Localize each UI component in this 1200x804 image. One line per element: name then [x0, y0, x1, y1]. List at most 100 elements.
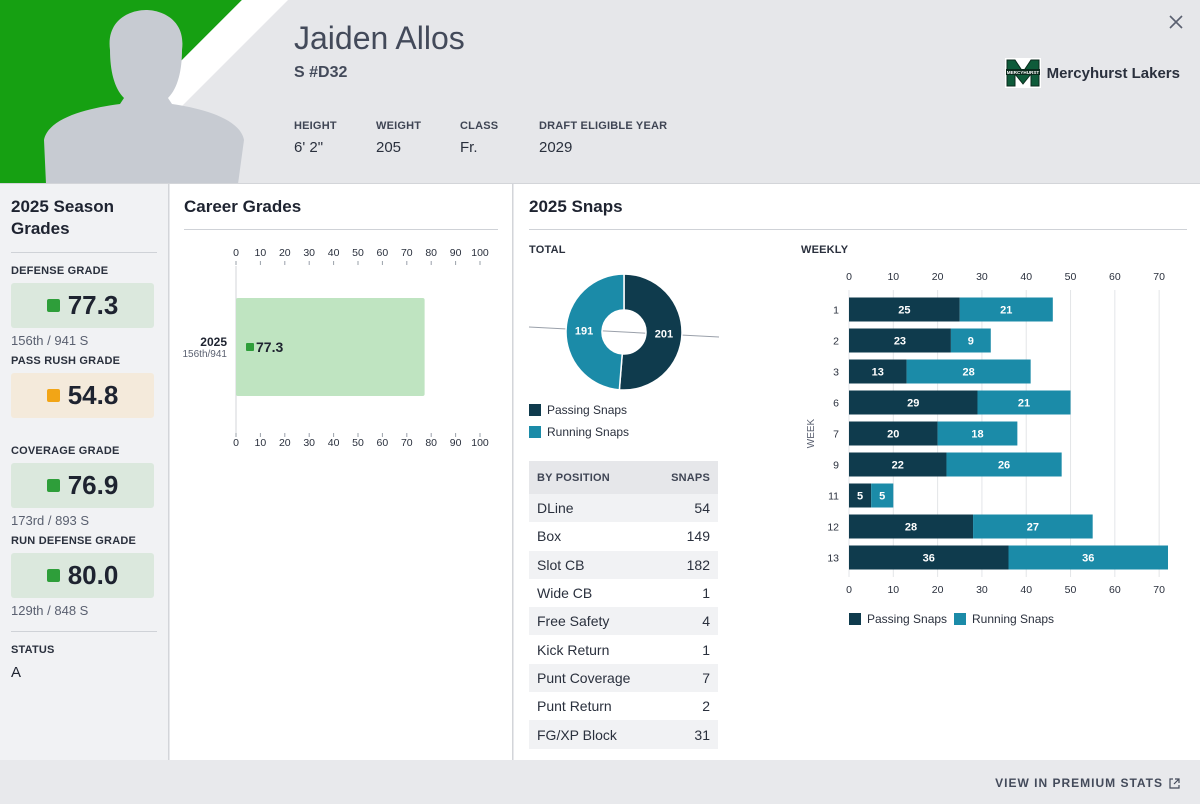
x-tick-label-bottom: 60	[377, 437, 389, 449]
legend-passing: Passing Snaps	[529, 403, 627, 417]
x-tick-label-bottom: 80	[425, 437, 437, 449]
week-label: 9	[833, 460, 839, 472]
attr-value: 205	[376, 139, 402, 156]
bar-passing	[849, 390, 978, 415]
bar-running	[937, 421, 1018, 446]
passing-swatch-icon	[529, 404, 541, 416]
bar-value-label: 18	[971, 429, 983, 441]
x-tick-label-bottom: 50	[352, 437, 364, 449]
snaps-header: SNAPS	[654, 461, 718, 494]
table-header-row: BY POSITION SNAPS	[529, 461, 718, 494]
x-tick-label-bottom: 70	[401, 437, 413, 449]
coverage-grade-box: 76.9	[11, 463, 154, 508]
position-name: Punt Return	[537, 698, 612, 715]
x-tick-label-top: 30	[303, 247, 315, 259]
attr-weight: WEIGHT 205	[376, 120, 421, 156]
x-tick-label-bottom: 10	[255, 437, 267, 449]
donut-slice-passing	[618, 273, 683, 391]
bar-value-label: 20	[887, 429, 899, 441]
week-label: 13	[827, 553, 839, 565]
attr-label: DRAFT ELIGIBLE YEAR	[539, 120, 668, 132]
bar-running	[977, 390, 1071, 415]
external-link-icon	[1169, 777, 1180, 789]
player-header: Jaiden Allos S #D32 HEIGHT 6' 2" WEIGHT …	[0, 0, 1200, 184]
table-row: Wide CB 1	[529, 579, 718, 607]
bar-value-label: 21	[1018, 398, 1030, 410]
bar-value-label: 5	[857, 491, 863, 503]
career-rank-label: 156th/941	[183, 349, 228, 360]
team-info[interactable]: MERCYHURST Mercyhurst Lakers	[1004, 58, 1180, 88]
bar-running	[906, 359, 1031, 384]
position-name: DLine	[529, 494, 655, 523]
career-grade-bar	[236, 298, 425, 396]
position-snaps: 54	[654, 494, 718, 523]
table-row: Kick Return 1	[529, 635, 718, 663]
position-snaps: 149	[686, 528, 710, 545]
bar-value-label: 26	[998, 460, 1010, 472]
x-tick-label-bottom: 20	[932, 584, 944, 596]
x-tick-label-top: 70	[1153, 271, 1165, 283]
position-snaps: 1	[702, 585, 710, 602]
x-tick-label-top: 10	[255, 247, 267, 259]
bar-passing	[849, 545, 1009, 570]
table-row: FG/XP Block 31	[529, 720, 718, 749]
week-label: 12	[827, 522, 839, 534]
position-snaps: 7	[654, 663, 718, 693]
table-row: Slot CB 182	[529, 550, 718, 579]
defense-grade-label: DEFENSE GRADE	[11, 265, 109, 277]
attr-value: Fr.	[460, 139, 478, 156]
bar-passing	[849, 483, 872, 508]
x-tick-label-bottom: 0	[233, 437, 239, 449]
coverage-grade-value: 76.9	[67, 470, 119, 500]
pass-rush-grade-rank	[11, 423, 157, 439]
weekly-legend-passing-label: Passing Snaps	[867, 612, 948, 626]
week-axis-label: WEEK	[806, 418, 817, 448]
defense-grade-value: 77.3	[67, 290, 119, 320]
x-tick-label-bottom: 0	[846, 584, 852, 596]
bar-passing	[849, 328, 951, 353]
legend-running-label: Running Snaps	[547, 425, 630, 439]
view-premium-stats-label: VIEW IN PREMIUM STATS	[995, 776, 1163, 790]
attr-label: WEIGHT	[376, 120, 422, 132]
bar-value-label: 22	[892, 460, 904, 472]
run-defense-grade-rank: 129th / 848 S	[11, 603, 89, 618]
weekly-label: WEEKLY	[801, 244, 849, 256]
x-tick-label-top: 20	[279, 247, 291, 259]
attr-label: HEIGHT	[294, 120, 337, 132]
week-label: 2	[833, 336, 839, 348]
player-headshot-placeholder	[0, 0, 288, 183]
team-logo-icon: MERCYHURST	[1004, 58, 1041, 88]
bar-value-label: 27	[1027, 522, 1039, 534]
attr-label: CLASS	[460, 120, 499, 132]
career-grades-title: Career Grades	[184, 197, 302, 216]
attr-value: 2029	[539, 139, 573, 156]
snaps-panel: 2025 Snaps TOTAL 201 191 Passing Snaps Ru…	[514, 184, 1200, 760]
career-grade-value-label: 77.3	[256, 339, 283, 355]
bar-value-label: 25	[898, 305, 910, 317]
grade-indicator-icon	[46, 569, 60, 582]
x-tick-label-top: 50	[352, 247, 364, 259]
x-tick-label-top: 90	[450, 247, 462, 259]
running-swatch-icon	[954, 613, 966, 625]
x-tick-label-top: 40	[1020, 271, 1032, 283]
view-premium-stats-link[interactable]: VIEW IN PREMIUM STATS	[995, 776, 1180, 790]
total-snaps-donut-chart: 201 191	[528, 273, 720, 391]
x-tick-label-bottom: 30	[303, 437, 315, 449]
grade-indicator-icon	[46, 479, 60, 492]
position-name: Wide CB	[537, 585, 593, 602]
x-tick-label-top: 0	[846, 271, 852, 283]
x-tick-label-top: 10	[887, 271, 899, 283]
x-tick-label-bottom: 30	[976, 584, 988, 596]
bar-value-label: 36	[923, 553, 935, 565]
x-tick-label-bottom: 40	[328, 437, 340, 449]
x-tick-label-top: 30	[976, 271, 988, 283]
running-swatch-icon	[529, 426, 541, 438]
x-tick-label-top: 50	[1065, 271, 1077, 283]
bar-value-label: 23	[894, 336, 906, 348]
x-tick-label-bottom: 40	[1020, 584, 1032, 596]
bar-passing	[849, 359, 907, 384]
position-snaps: 2	[702, 698, 710, 715]
close-icon[interactable]	[1166, 12, 1186, 32]
x-tick-label-top: 70	[401, 247, 413, 259]
x-tick-label-bottom: 20	[279, 437, 291, 449]
